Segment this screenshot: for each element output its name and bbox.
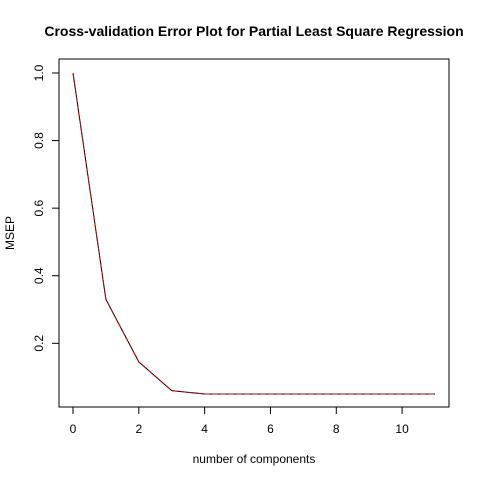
chart-title: Cross-validation Error Plot for Partial … [44, 23, 463, 39]
series-layer [72, 72, 435, 395]
x-tick-label: 8 [333, 422, 340, 436]
msep-line [72, 72, 435, 395]
y-axis-title: MSEP [3, 216, 17, 250]
msep-adjusted-line [72, 72, 435, 395]
x-tick-label: 6 [267, 422, 274, 436]
y-tick-label: 0.8 [32, 132, 46, 149]
x-tick-label: 4 [201, 422, 208, 436]
x-axis: 0 2 4 6 8 10 [70, 406, 409, 436]
plot-frame [58, 58, 450, 408]
x-tick-label: 2 [135, 422, 142, 436]
y-tick-label: 1.0 [32, 64, 46, 81]
x-axis-title: number of components [193, 452, 316, 466]
x-tick-label: 10 [395, 422, 409, 436]
y-tick-label: 0.4 [32, 267, 46, 284]
y-tick-label: 0.2 [32, 335, 46, 352]
x-tick-label: 0 [70, 422, 77, 436]
y-axis: 0.2 0.4 0.6 0.8 1.0 [32, 64, 60, 352]
y-tick-label: 0.6 [32, 199, 46, 216]
